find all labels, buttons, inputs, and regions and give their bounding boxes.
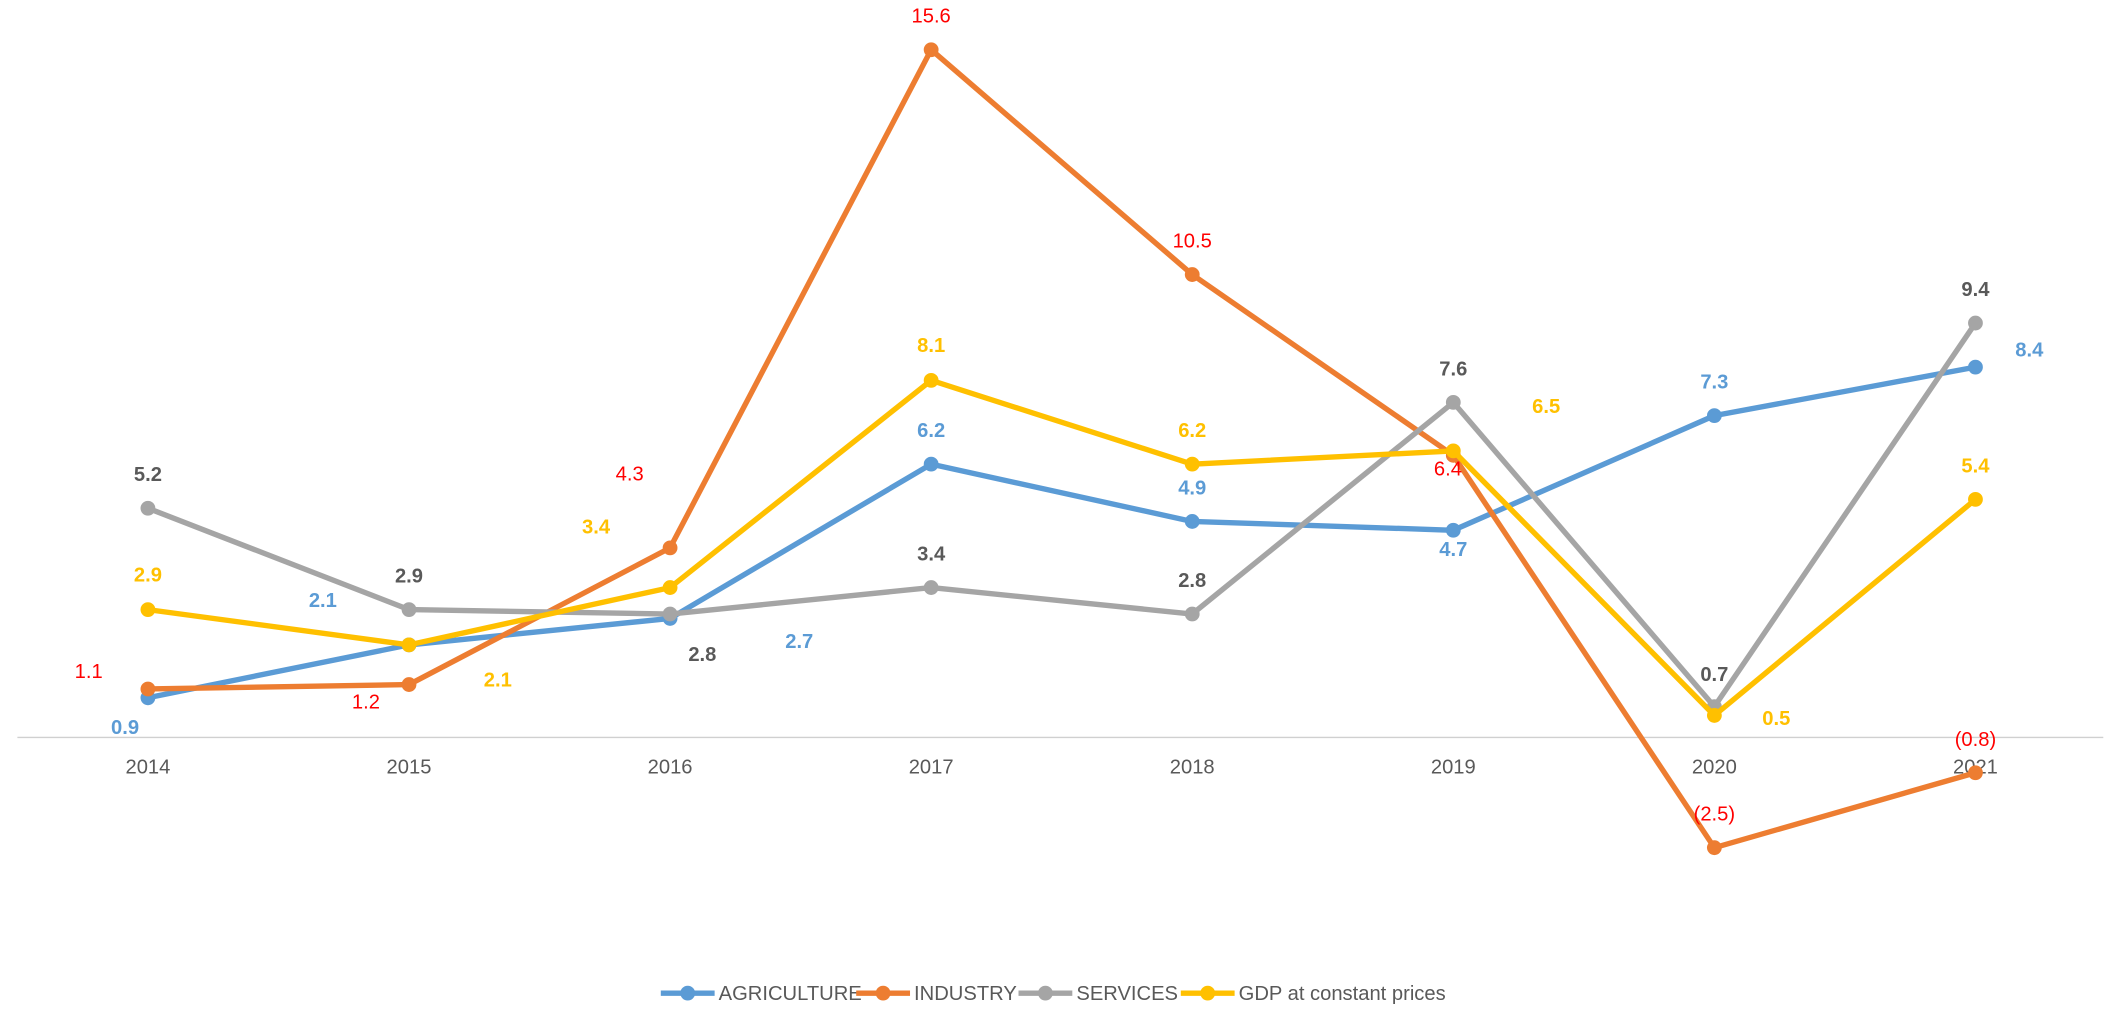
data-point <box>1445 443 1461 459</box>
data-point <box>1184 514 1200 529</box>
data-point <box>662 540 678 556</box>
data-label: 2.9 <box>395 566 423 588</box>
data-label: 6.4 <box>1434 458 1462 480</box>
legend-marker <box>1200 985 1216 1001</box>
x-tick-label: 2019 <box>1431 757 1476 779</box>
data-label: 4.3 <box>616 464 644 486</box>
data-label: 2.8 <box>1178 570 1206 592</box>
data-point <box>1184 267 1200 282</box>
data-label: 8.1 <box>917 335 945 357</box>
x-tick-label: 2014 <box>125 757 170 779</box>
data-point <box>923 42 939 58</box>
data-label: 0.7 <box>1700 664 1728 686</box>
data-label: 2.1 <box>484 670 512 692</box>
data-label: 15.6 <box>912 6 951 28</box>
legend-label: INDUSTRY <box>914 983 1017 1005</box>
x-tick-label: 2017 <box>909 757 954 779</box>
series-line <box>147 364 1976 701</box>
data-label: (2.5) <box>1694 804 1735 826</box>
x-tick-label: 2018 <box>1170 757 1215 779</box>
series-line <box>147 377 1978 719</box>
legend-label: GDP at constant prices <box>1239 983 1446 1005</box>
x-tick-label: 2020 <box>1692 757 1737 779</box>
data-point <box>1968 359 1983 375</box>
data-point <box>1706 708 1722 723</box>
data-point <box>1184 606 1200 622</box>
data-point <box>401 602 417 618</box>
data-point <box>923 372 939 388</box>
data-point <box>1968 491 1983 507</box>
data-label: 1.2 <box>352 692 380 714</box>
data-point <box>1968 315 1983 331</box>
data-point <box>140 681 156 697</box>
data-label: 7.6 <box>1439 358 1467 380</box>
data-point <box>140 602 156 618</box>
data-point <box>1968 765 1983 781</box>
data-label: 0.5 <box>1762 708 1790 730</box>
data-label: 1.1 <box>75 661 103 683</box>
data-label: 6.2 <box>1178 420 1206 442</box>
data-point <box>662 580 678 595</box>
legend-item: AGRICULTURE <box>660 983 862 1005</box>
data-label: 6.5 <box>1532 396 1560 418</box>
legend-label: AGRICULTURE <box>719 983 862 1005</box>
data-label: (0.8) <box>1955 729 1996 751</box>
data-point <box>1445 395 1461 410</box>
legend-marker <box>875 985 891 1001</box>
data-label: 3.4 <box>917 544 946 566</box>
data-label: 10.5 <box>1173 231 1212 253</box>
x-tick-label: 2016 <box>648 757 693 779</box>
data-label: 4.7 <box>1439 539 1467 561</box>
data-point <box>923 580 939 595</box>
data-label: 0.9 <box>111 717 139 739</box>
legend-marker <box>680 985 696 1001</box>
data-label: 9.4 <box>1961 279 1990 301</box>
legend-item: INDUSTRY <box>856 983 1017 1005</box>
data-point <box>401 637 417 653</box>
data-label: 7.3 <box>1700 372 1728 394</box>
data-label: 6.2 <box>917 420 945 442</box>
data-label: 4.9 <box>1178 477 1206 499</box>
data-point <box>923 456 939 472</box>
data-label: 8.4 <box>2015 339 2044 361</box>
data-point <box>1184 456 1200 472</box>
series-line <box>146 321 1978 710</box>
data-label: 5.4 <box>1961 455 1990 477</box>
data-label: 2.9 <box>134 564 162 586</box>
legend-marker <box>1038 985 1053 1001</box>
x-tick-label: 2015 <box>387 757 432 779</box>
data-label: 3.4 <box>582 517 611 539</box>
data-label: 2.7 <box>785 631 813 653</box>
legend-item: SERVICES <box>1018 983 1178 1005</box>
series-line <box>147 47 1977 851</box>
legend-item: GDP at constant prices <box>1180 983 1446 1005</box>
data-label: 2.8 <box>688 644 716 666</box>
data-point <box>1706 408 1722 424</box>
legend-label: SERVICES <box>1076 983 1178 1005</box>
data-point <box>1445 522 1461 538</box>
data-point <box>662 606 678 622</box>
data-label: 5.2 <box>134 464 162 486</box>
data-point <box>1706 840 1722 856</box>
data-point <box>401 677 417 692</box>
data-point <box>140 500 156 516</box>
data-label: 2.1 <box>309 590 337 612</box>
